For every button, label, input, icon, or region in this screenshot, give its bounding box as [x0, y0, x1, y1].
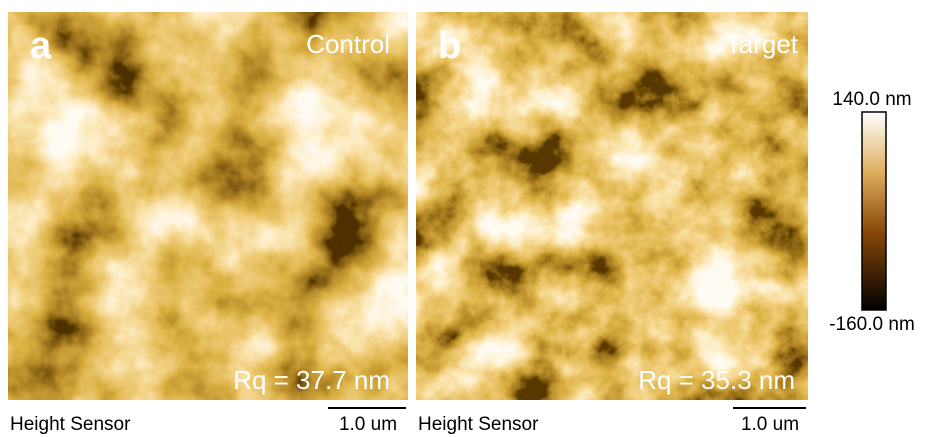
afm-image [416, 12, 808, 400]
colorbar [861, 111, 887, 311]
panel-title: Target [726, 29, 799, 59]
colorbar-max: 140.0 nm [832, 89, 911, 110]
panel-label: a [30, 25, 52, 67]
sensor-label: Height Sensor [418, 414, 539, 435]
scale-label: 1.0 um [339, 414, 397, 435]
scale-label: 1.0 um [741, 414, 799, 435]
sensor-label: Height Sensor [10, 414, 131, 435]
afm-image [8, 12, 408, 400]
roughness: Rq = 35.3 nm [638, 365, 795, 395]
roughness: Rq = 37.7 nm [233, 365, 390, 395]
panel-title: Control [306, 29, 390, 59]
panel-label: b [438, 25, 461, 67]
colorbar-min: -160.0 nm [829, 314, 915, 335]
